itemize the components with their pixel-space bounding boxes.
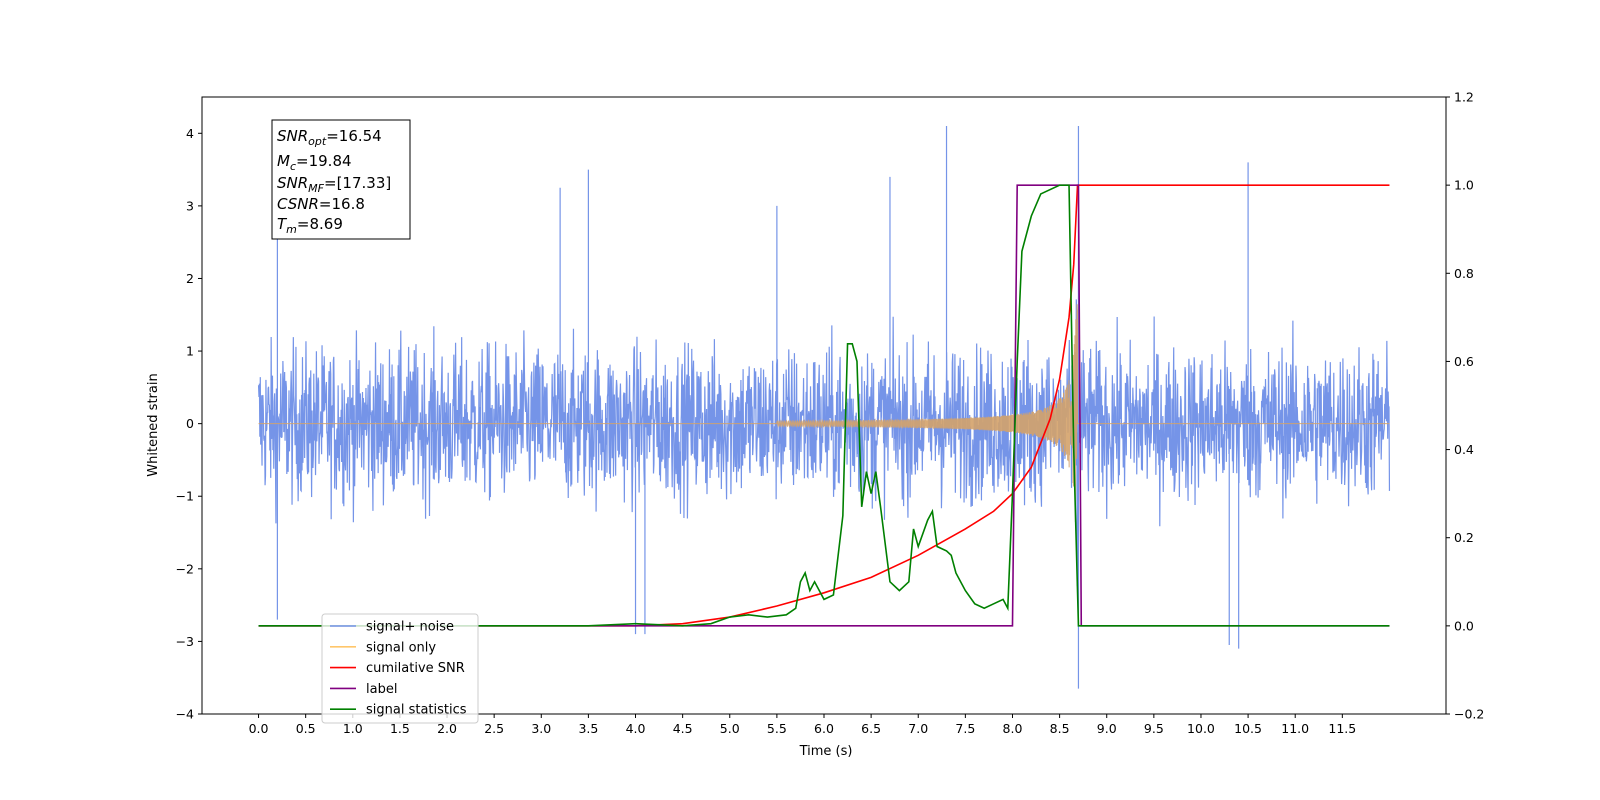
x-tick-label: 0.0 — [249, 721, 269, 736]
x-tick-label: 1.5 — [390, 721, 410, 736]
y2-tick-label: 1.0 — [1454, 178, 1474, 193]
annotation-subscript: m — [286, 223, 297, 236]
x-tick-label: 6.0 — [814, 721, 834, 736]
x-tick-label: 4.5 — [673, 721, 693, 736]
x-axis-label: Time (s) — [799, 744, 853, 759]
x-tick-label: 9.5 — [1144, 721, 1164, 736]
x-tick-label: 11.5 — [1328, 721, 1356, 736]
y2-tick-label: 1.2 — [1454, 90, 1474, 105]
y2-tick-label: 0.2 — [1454, 530, 1474, 545]
y-tick-label: 4 — [186, 126, 194, 141]
annotation-line: SNRMF=[17.33] — [277, 174, 391, 195]
y-axis-label: Whitened strain — [146, 373, 161, 476]
x-tick-label: 11.0 — [1281, 721, 1309, 736]
annotation-symbol: SNR — [277, 127, 308, 145]
annotation-frame — [271, 119, 411, 240]
series-cumilative-snr-line — [258, 184, 1390, 627]
annotation-subscript: opt — [308, 135, 327, 148]
y2-tick-label: −0.2 — [1454, 707, 1484, 722]
legend: signal+ noise signal only cumilative SNR la… — [321, 613, 479, 724]
y2-tick-label: 0.0 — [1454, 618, 1474, 633]
annotation-value: =[17.33] — [324, 174, 391, 192]
annotation-value: =19.84 — [296, 152, 352, 170]
x-tick-label: 9.0 — [1097, 721, 1117, 736]
annotation-line: SNRopt=16.54 — [277, 127, 382, 148]
y-tick-label: −2 — [176, 561, 194, 576]
x-tick-label: 3.0 — [531, 721, 551, 736]
x-tick-label: 8.5 — [1050, 721, 1070, 736]
legend-label: signal statistics — [366, 703, 467, 718]
x-tick-label: 7.0 — [908, 721, 928, 736]
annotation-symbol: T — [277, 215, 288, 233]
y-tick-label: 0 — [186, 416, 194, 431]
y-tick-label: −1 — [176, 489, 194, 504]
x-tick-label: 10.5 — [1234, 721, 1262, 736]
series-signal-statistics-line — [258, 184, 1390, 627]
plot-layer — [257, 126, 1391, 689]
legend-label: signal only — [366, 640, 436, 655]
x-tick-label: 0.5 — [296, 721, 316, 736]
axes-layer: 0.0 0.5 1.0 1.5 2.0 2.5 3.0 3.5 4.0 4.5 5.0 5.5 6.0 6… — [176, 90, 1485, 737]
annotation-value: =8.69 — [297, 215, 343, 233]
y-tick-label: 1 — [186, 344, 194, 359]
series-signal-only-line — [258, 304, 1390, 523]
x-tick-label: 1.0 — [343, 721, 363, 736]
x-tick-label: 5.0 — [720, 721, 740, 736]
annotation-symbol: M — [277, 152, 290, 170]
x-tick-label: 5.5 — [767, 721, 787, 736]
legend-label: signal+ noise — [366, 620, 454, 635]
y-tick-label: 3 — [186, 198, 194, 213]
y2-tick-label: 0.6 — [1454, 354, 1474, 369]
annotation-symbol: CSNR — [277, 195, 319, 213]
annotation-line: CSNR=16.8 — [277, 195, 365, 213]
x-tick-label: 3.5 — [578, 721, 598, 736]
x-tick-label: 4.0 — [626, 721, 646, 736]
annotation-subscript: MF — [308, 182, 324, 195]
annotation-value: =16.8 — [319, 195, 365, 213]
legend-label: cumilative SNR — [366, 661, 465, 676]
y2-tick-label: 0.4 — [1454, 442, 1474, 457]
annotation-symbol: SNR — [277, 174, 308, 192]
y-tick-label: −3 — [176, 634, 194, 649]
annotation-box: SNRopt=16.54Mc=19.84SNRMF=[17.33]CSNR=16… — [271, 119, 411, 240]
annotation-subscript: c — [290, 160, 296, 173]
legend-frame — [321, 613, 479, 724]
x-tick-label: 2.5 — [484, 721, 504, 736]
annotation-line: Mc=19.84 — [277, 152, 352, 173]
annotation-line: Tm=8.69 — [277, 215, 343, 236]
y2-tick-label: 0.8 — [1454, 266, 1474, 281]
x-tick-label: 2.0 — [437, 721, 457, 736]
y-tick-label: 2 — [186, 271, 194, 286]
x-tick-label: 10.0 — [1187, 721, 1215, 736]
x-tick-label: 6.5 — [861, 721, 881, 736]
y-tick-label: −4 — [176, 707, 194, 722]
annotation-value: =16.54 — [326, 127, 382, 145]
x-tick-label: 8.0 — [1003, 721, 1023, 736]
x-tick-label: 7.5 — [955, 721, 975, 736]
legend-label: label — [366, 682, 397, 697]
series-signal-noise-line — [257, 126, 1391, 689]
